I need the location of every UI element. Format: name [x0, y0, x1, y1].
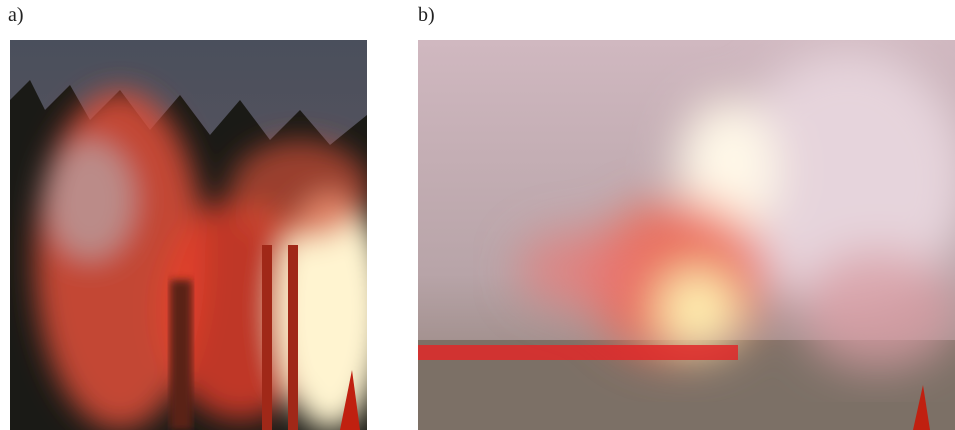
panel-label: b) [418, 4, 435, 27]
panel-label: a) [8, 4, 24, 27]
figure: a) b) [0, 0, 955, 430]
photo-a [10, 40, 367, 430]
photo-b [418, 40, 955, 430]
